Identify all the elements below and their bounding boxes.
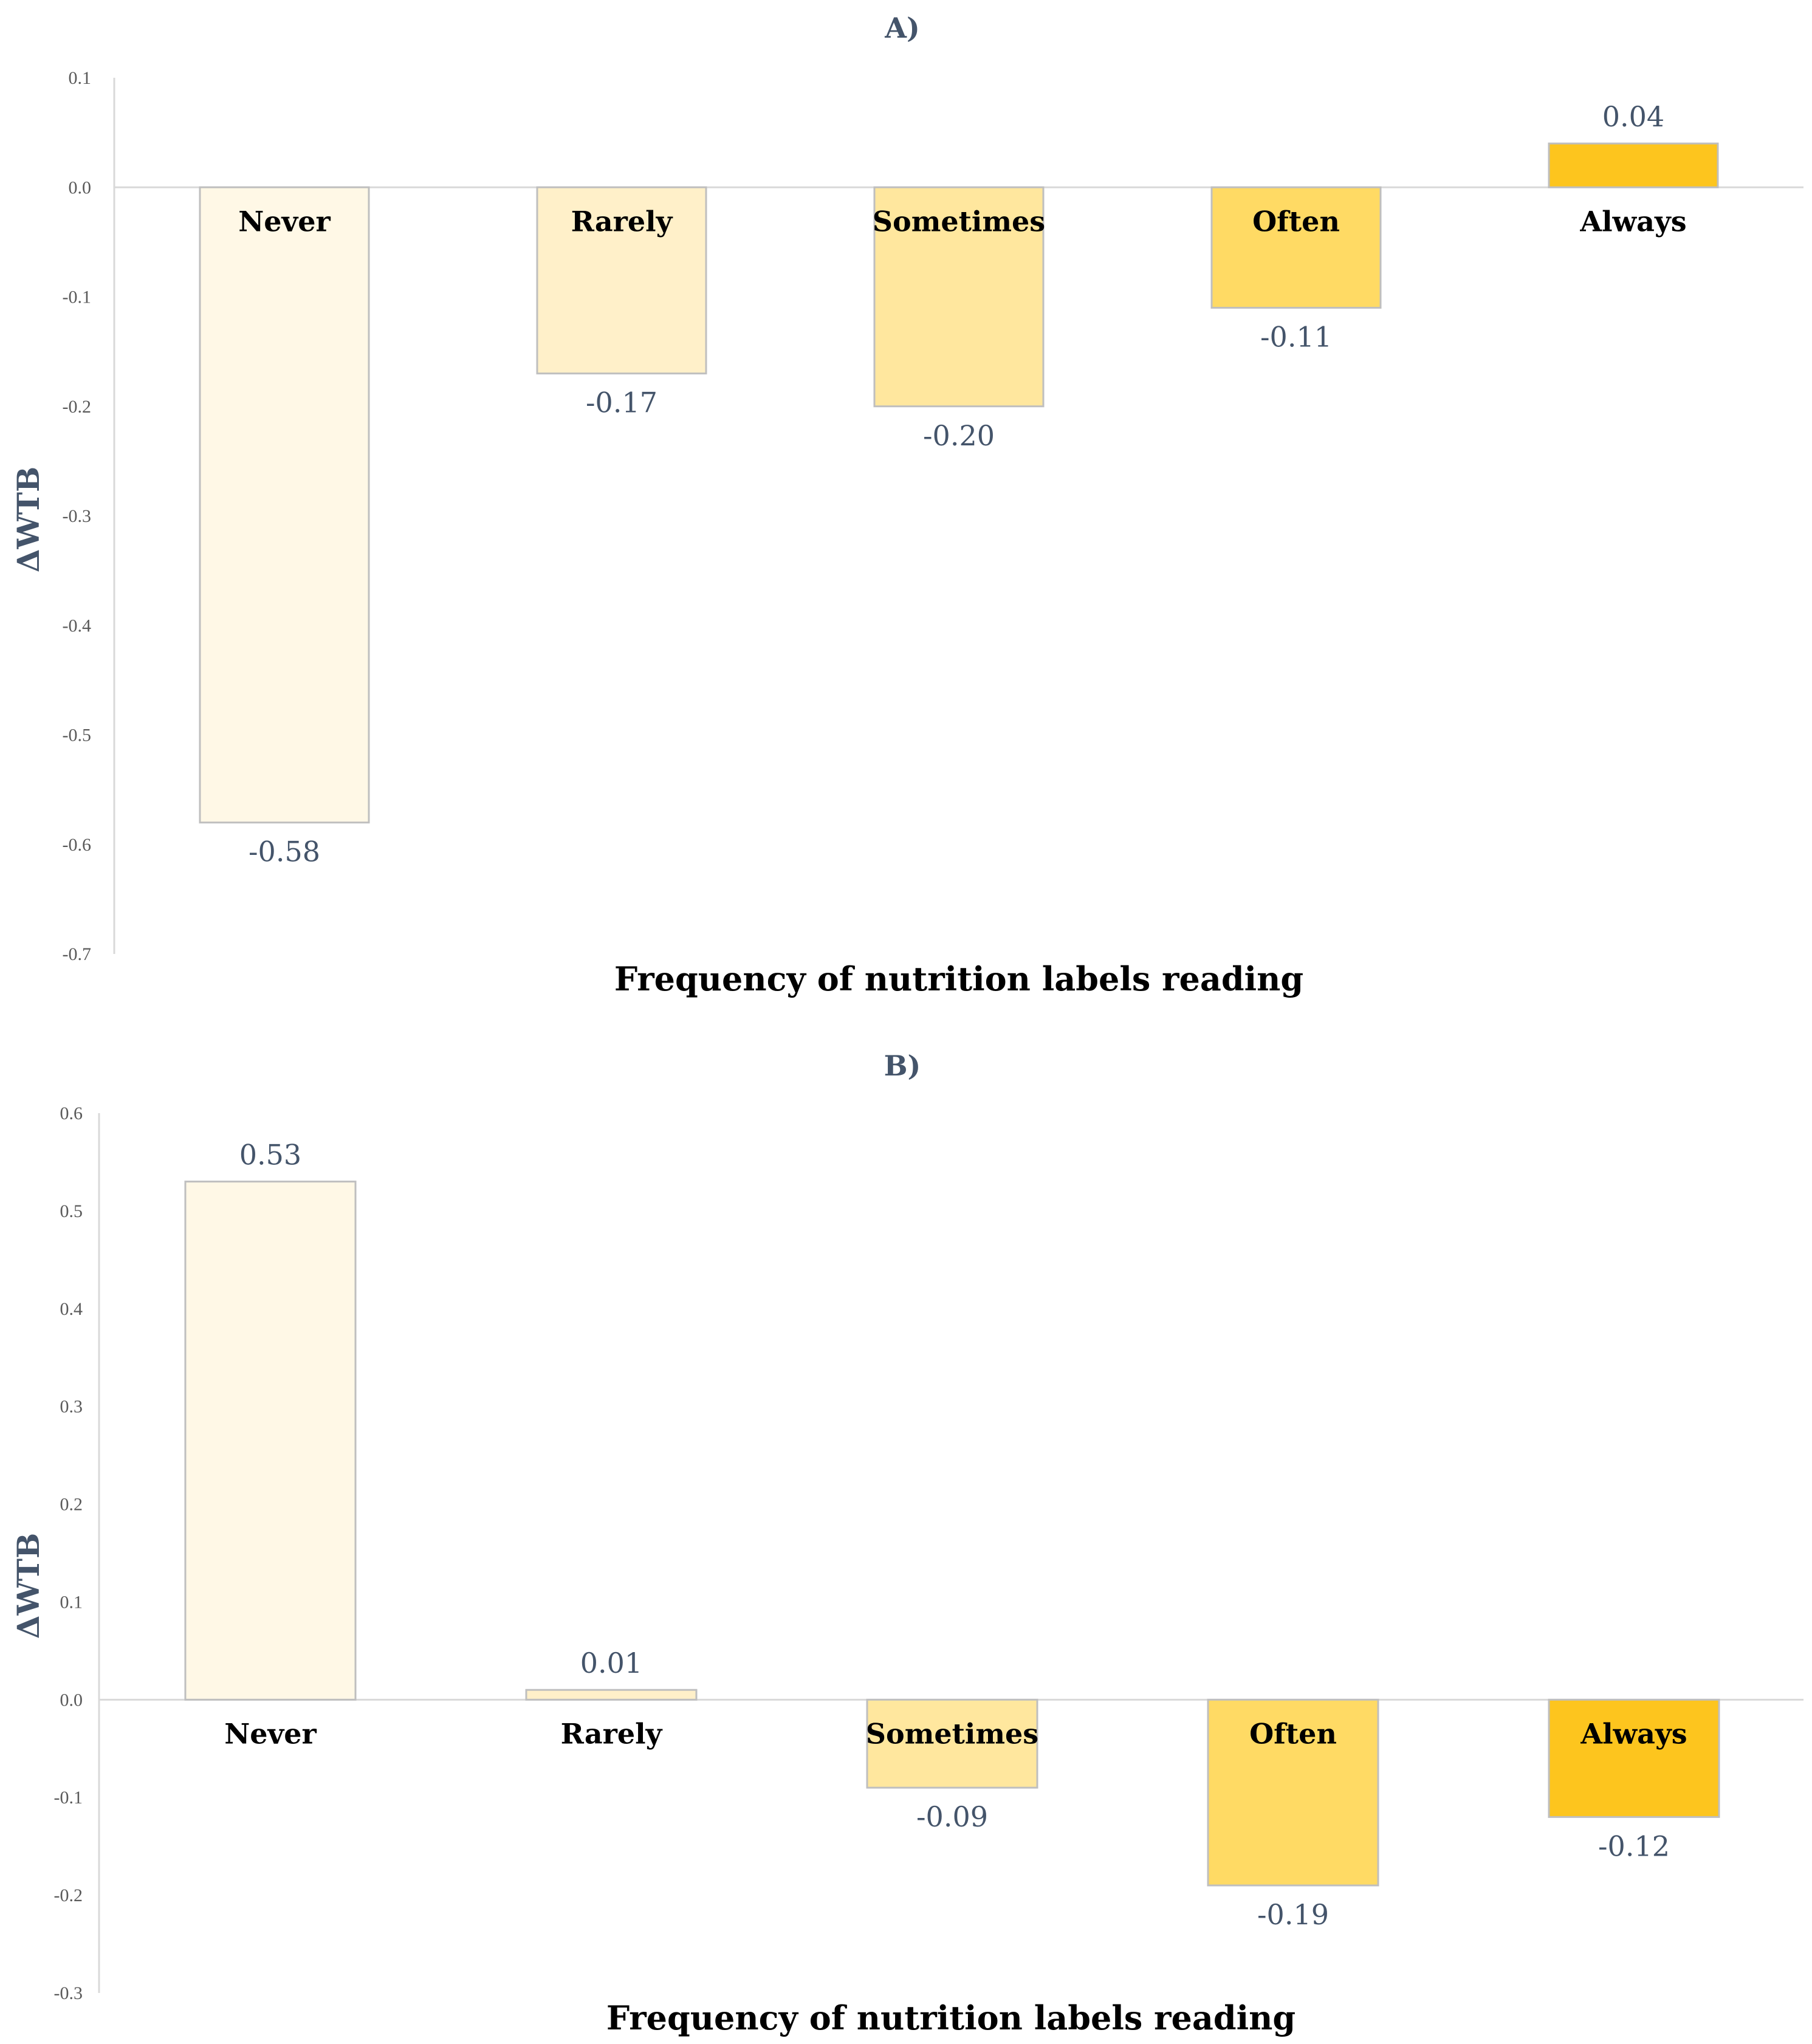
panel-a-x-axis-label: Frequency of nutrition labels reading xyxy=(614,959,1303,998)
panel-b-bar-never xyxy=(184,1181,357,1701)
panel-a-bar-often xyxy=(1210,186,1382,309)
panel-a-y-axis-label: ΔWTB xyxy=(10,467,46,572)
panel-a-y-tick-label: 0.0 xyxy=(69,177,92,197)
panel-a-data-label: -0.11 xyxy=(1260,321,1332,354)
panel-a-data-label: -0.58 xyxy=(249,835,320,868)
panel-b-y-tick-label: 0.5 xyxy=(60,1201,83,1221)
panel-a-y-tick-label: -0.4 xyxy=(63,616,92,636)
panel-b-y-tick-label: -0.3 xyxy=(54,1983,83,2003)
panel-a-y-tick-label: 0.1 xyxy=(69,68,92,88)
panel-a-y-tick-label: -0.3 xyxy=(63,506,92,526)
panel-b-data-label: -0.19 xyxy=(1257,1898,1329,1931)
panel-a-y-tick-label: -0.5 xyxy=(63,725,92,746)
panel-b-y-tick-label: 0.2 xyxy=(60,1495,83,1515)
panel-a-category-label: Sometimes xyxy=(873,205,1045,238)
panel-b-bar-sometimes xyxy=(866,1698,1038,1789)
panel-b-x-axis-label: Frequency of nutrition labels reading xyxy=(606,1998,1296,2037)
panel-b-y-tick-label: 0.0 xyxy=(60,1690,83,1710)
panel-a-bar-rarely xyxy=(536,186,707,375)
panel-b-y-tick-label: -0.1 xyxy=(54,1788,83,1808)
panel-b-y-axis-label: ΔWTB xyxy=(10,1533,46,1639)
panel-b-data-label: -0.09 xyxy=(916,1800,988,1833)
panel-b-y-tick-label: 0.4 xyxy=(60,1299,83,1319)
panel-b-category-label: Never xyxy=(224,1717,317,1750)
panel-b-bar-always xyxy=(1548,1698,1720,1818)
panel-b-title: B) xyxy=(884,1049,921,1082)
panel-a-y-tick-label: -0.1 xyxy=(63,287,92,307)
panel-a-bar-never xyxy=(199,186,370,824)
panel-b-y-tick-label: 0.6 xyxy=(60,1103,83,1123)
panel-b-data-label: -0.12 xyxy=(1598,1830,1670,1862)
panel-b-bar-rarely xyxy=(525,1689,698,1701)
panel-b-category-label: Always xyxy=(1580,1717,1687,1750)
panel-b-data-label: 0.53 xyxy=(239,1139,301,1171)
panel-b-data-label: 0.01 xyxy=(580,1647,642,1679)
panel-a-data-label: -0.17 xyxy=(586,386,657,419)
chart-panel-a: A) ΔWTB Frequency of nutrition labels re… xyxy=(10,12,1803,998)
panel-b-category-label: Often xyxy=(1249,1717,1337,1750)
panel-a-category-label: Never xyxy=(238,205,331,238)
panel-a-category-label: Rarely xyxy=(571,205,673,238)
panel-a-bar-sometimes xyxy=(873,186,1045,408)
panel-a-category-label: Often xyxy=(1252,205,1340,238)
chart-panel-b: B) ΔWTB Frequency of nutrition labels re… xyxy=(10,1049,1803,2037)
panel-a-data-label: -0.20 xyxy=(923,419,995,452)
panel-a-category-label: Always xyxy=(1579,205,1686,238)
panel-a-bar-always xyxy=(1548,142,1719,188)
panel-a-y-tick-label: -0.2 xyxy=(63,397,92,417)
panel-a-title: A) xyxy=(884,12,919,44)
panel-b-category-label: Sometimes xyxy=(866,1717,1038,1750)
panel-b-y-tick-label: 0.1 xyxy=(60,1592,83,1612)
panel-b-y-tick-label: 0.3 xyxy=(60,1397,83,1417)
panel-a-data-label: 0.04 xyxy=(1602,100,1664,133)
panel-a-y-tick-label: -0.6 xyxy=(63,835,92,855)
panel-b-category-label: Rarely xyxy=(561,1717,663,1750)
panel-b-bar-often xyxy=(1207,1698,1379,1887)
panel-b-y-tick-label: -0.2 xyxy=(54,1885,83,1905)
panel-a-y-tick-label: -0.7 xyxy=(63,944,92,964)
